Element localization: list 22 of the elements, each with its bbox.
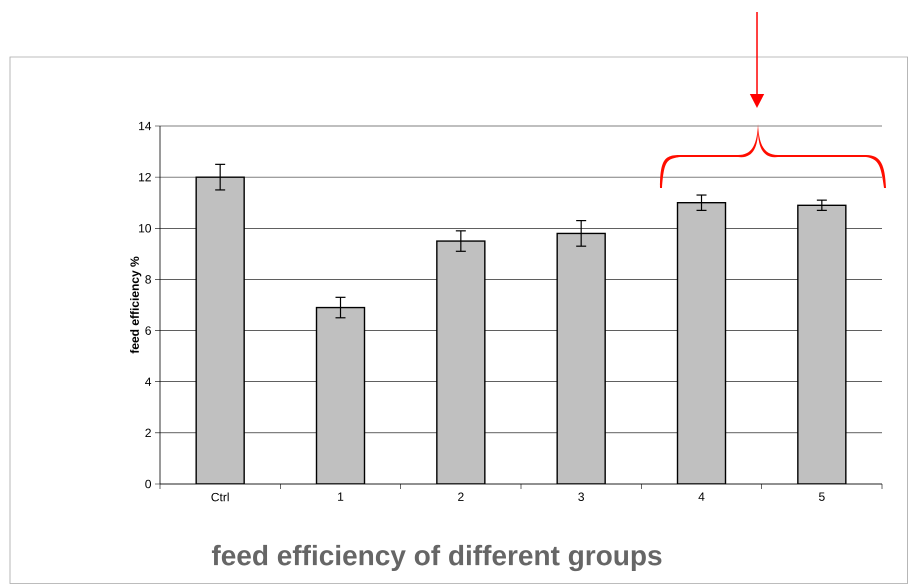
- y-axis-title: feed efficiency %: [130, 256, 142, 354]
- text: feed efficiency of different groups: [212, 544, 662, 572]
- x-tick-label: 2: [458, 492, 464, 501]
- bar: [195, 176, 245, 484]
- y-tick-label: 10: [139, 224, 152, 233]
- bar: [556, 232, 606, 484]
- y-tick-label: 0: [145, 480, 152, 488]
- x-tick-label: Ctrl: [211, 492, 229, 502]
- bar: [316, 306, 366, 484]
- x-tick-label: 5: [818, 492, 825, 501]
- bar: [676, 202, 726, 484]
- bar: [797, 204, 847, 484]
- y-tick-label: 2: [145, 428, 151, 438]
- y-tick-label: 14: [139, 122, 152, 130]
- x-tick-label: 4: [698, 492, 704, 501]
- x-tick-label: 3: [578, 492, 584, 502]
- y-tick-label: 8: [145, 275, 151, 284]
- x-tick-label: 1: [338, 492, 344, 501]
- bar: [436, 240, 486, 484]
- y-tick-label: 6: [145, 326, 151, 335]
- y-tick-label: 12: [139, 172, 151, 182]
- y-tick-label: 4: [145, 378, 152, 386]
